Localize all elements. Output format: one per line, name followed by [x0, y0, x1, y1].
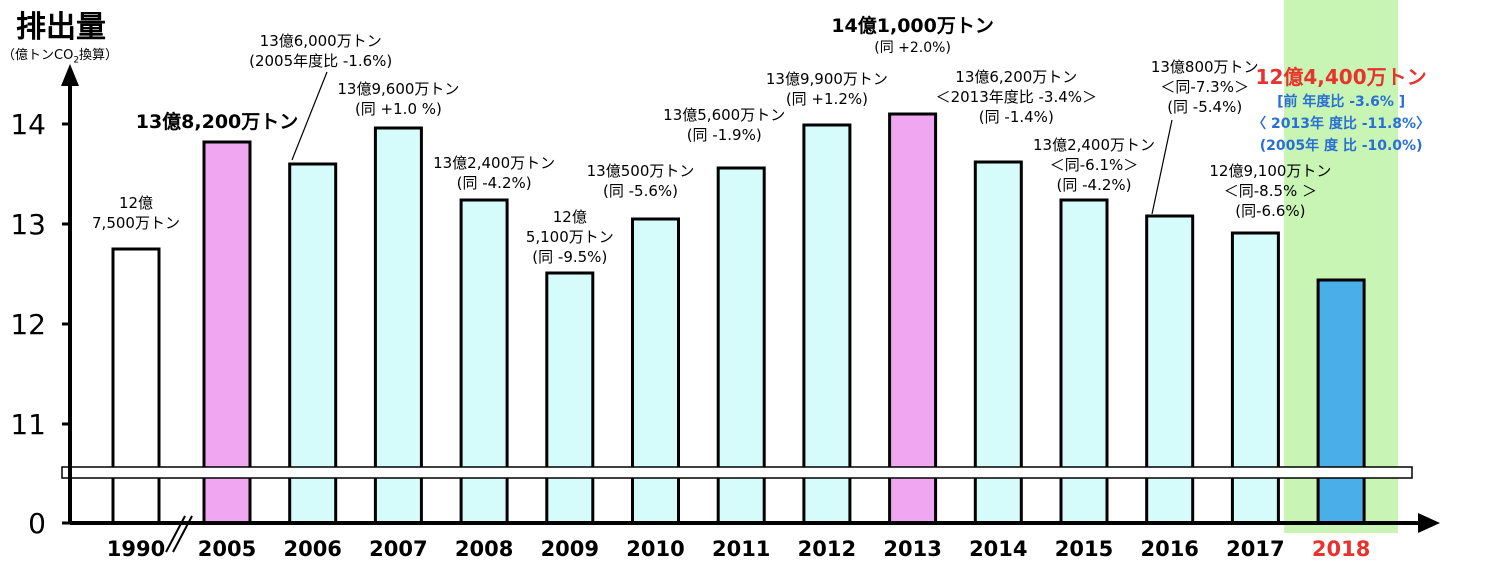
value-label-2014-line-2: ＜2013年度比 -3.4%＞: [936, 88, 1097, 106]
value-label-2013-line-2: (同 +2.0%): [874, 40, 951, 56]
y-tick-label-14: 14: [10, 108, 46, 141]
value-label-2006-line-2: (2005年度比 -1.6%): [249, 52, 392, 70]
value-label-2008-line-2: (同 -4.2%): [457, 174, 532, 192]
bar-2006: [288, 162, 338, 525]
value-label-2009-line-3: (同 -9.5%): [532, 248, 607, 266]
y-tick-label-12: 12: [10, 308, 46, 341]
value-label-2018-line-3: 〈 2013年 度比 -11.8%〉: [1252, 115, 1430, 132]
y-unit-prefix: （億トンCO: [2, 48, 74, 63]
value-label-2008-line-1: 13億2,400万トン: [433, 154, 555, 172]
value-label-2012-line-2: (同 +1.2%): [786, 90, 868, 108]
x-tick-label-2010: 2010: [626, 537, 684, 561]
value-label-2016-line-2: ＜同-7.3%＞: [1160, 78, 1249, 96]
value-label-2006-line-1: 13億6,000万トン: [260, 32, 382, 50]
value-label-2017-line-2: ＜同-8.5% ＞: [1224, 182, 1317, 200]
x-tick-label-2013: 2013: [883, 537, 941, 561]
axis-break-band: [61, 466, 1413, 479]
value-label-2007-line-1: 13億9,600万トン: [337, 80, 459, 98]
value-label-2015-line-1: 13億2,400万トン: [1033, 136, 1155, 154]
value-label-2007-line-2: (同 +1.0 %): [355, 100, 442, 118]
bar-2013: [888, 112, 938, 525]
value-label-2009-line-2: 5,100万トン: [526, 228, 614, 246]
x-tick-label-1990: 1990: [107, 537, 165, 561]
x-tick-label-2007: 2007: [369, 537, 427, 561]
x-tick-label-2017: 2017: [1226, 537, 1284, 561]
value-label-2010-line-2: (同 -5.6%): [603, 182, 678, 200]
value-label-2018-line-4: (2005年 度 比 -10.0%): [1260, 137, 1423, 154]
value-label-2017-line-3: (同-6.6%): [1235, 202, 1305, 220]
y-axis-unit: （億トンCO2換算）: [2, 44, 118, 66]
y-unit-subscript: 2: [73, 55, 80, 66]
x-tick-label-2008: 2008: [455, 537, 513, 561]
bar-2018: [1316, 278, 1366, 525]
value-label-2013-line-1: 14億1,000万トン: [831, 14, 994, 37]
x-break-slash-1: [165, 515, 186, 553]
bar-2012: [802, 123, 852, 525]
y-axis-arrowhead: [61, 64, 79, 86]
value-label-2012-line-1: 13億9,900万トン: [766, 70, 888, 88]
value-label-2011-line-1: 13億5,600万トン: [663, 106, 785, 124]
value-label-2005-line-1: 13億8,200万トン: [136, 110, 299, 133]
x-tick-label-2006: 2006: [283, 537, 341, 561]
x-tick-label-2018: 2018: [1312, 537, 1370, 561]
value-label-2015-line-3: (同 -4.2%): [1057, 176, 1132, 194]
value-label-2010-line-1: 13億500万トン: [587, 162, 695, 180]
x-tick-label-2011: 2011: [712, 537, 770, 561]
x-tick-label-2016: 2016: [1140, 537, 1198, 561]
bar-2017: [1230, 231, 1280, 525]
value-label-2014-line-3: (同 -1.4%): [979, 108, 1054, 126]
x-break-slash-2: [172, 515, 193, 553]
value-label-2018-line-2: [前 年度比 -3.6% ]: [1277, 93, 1405, 110]
bar-1990: [111, 247, 161, 525]
x-tick-label-2009: 2009: [541, 537, 599, 561]
y-tick-label-13: 13: [10, 208, 46, 241]
x-tick-label-2012: 2012: [798, 537, 856, 561]
x-tick-label-2014: 2014: [969, 537, 1027, 561]
x-tick-label-2005: 2005: [198, 537, 256, 561]
value-label-2014-line-1: 13億6,200万トン: [955, 68, 1077, 86]
value-label-2009-line-1: 12億: [553, 208, 587, 226]
value-label-2015-line-2: ＜同-6.1%＞: [1050, 156, 1139, 174]
y-tick-label-11: 11: [10, 408, 46, 441]
x-tick-label-2015: 2015: [1055, 537, 1113, 561]
bar-2009: [545, 271, 595, 525]
x-axis-arrowhead: [1418, 513, 1440, 533]
leader-line-2016: [1151, 119, 1173, 215]
value-label-1990-line-2: 7,500万トン: [92, 214, 180, 232]
value-label-2017-line-1: 12億9,100万トン: [1209, 162, 1331, 180]
value-label-1990-line-1: 12億: [119, 194, 153, 212]
bar-2007: [373, 126, 423, 525]
bar-2005: [202, 140, 252, 525]
y-unit-suffix: 換算）: [79, 48, 119, 63]
value-label-2011-line-2: (同 -1.9%): [687, 126, 762, 144]
value-label-2018-line-1: 12億4,400万トン: [1256, 65, 1427, 89]
y-axis-title: 排出量: [16, 10, 106, 45]
value-label-2016-line-1: 13億800万トン: [1151, 58, 1259, 76]
y-tick-label-0: 0: [28, 507, 46, 540]
leader-line-2006: [291, 71, 328, 161]
value-label-2016-line-3: (同 -5.4%): [1167, 98, 1242, 116]
